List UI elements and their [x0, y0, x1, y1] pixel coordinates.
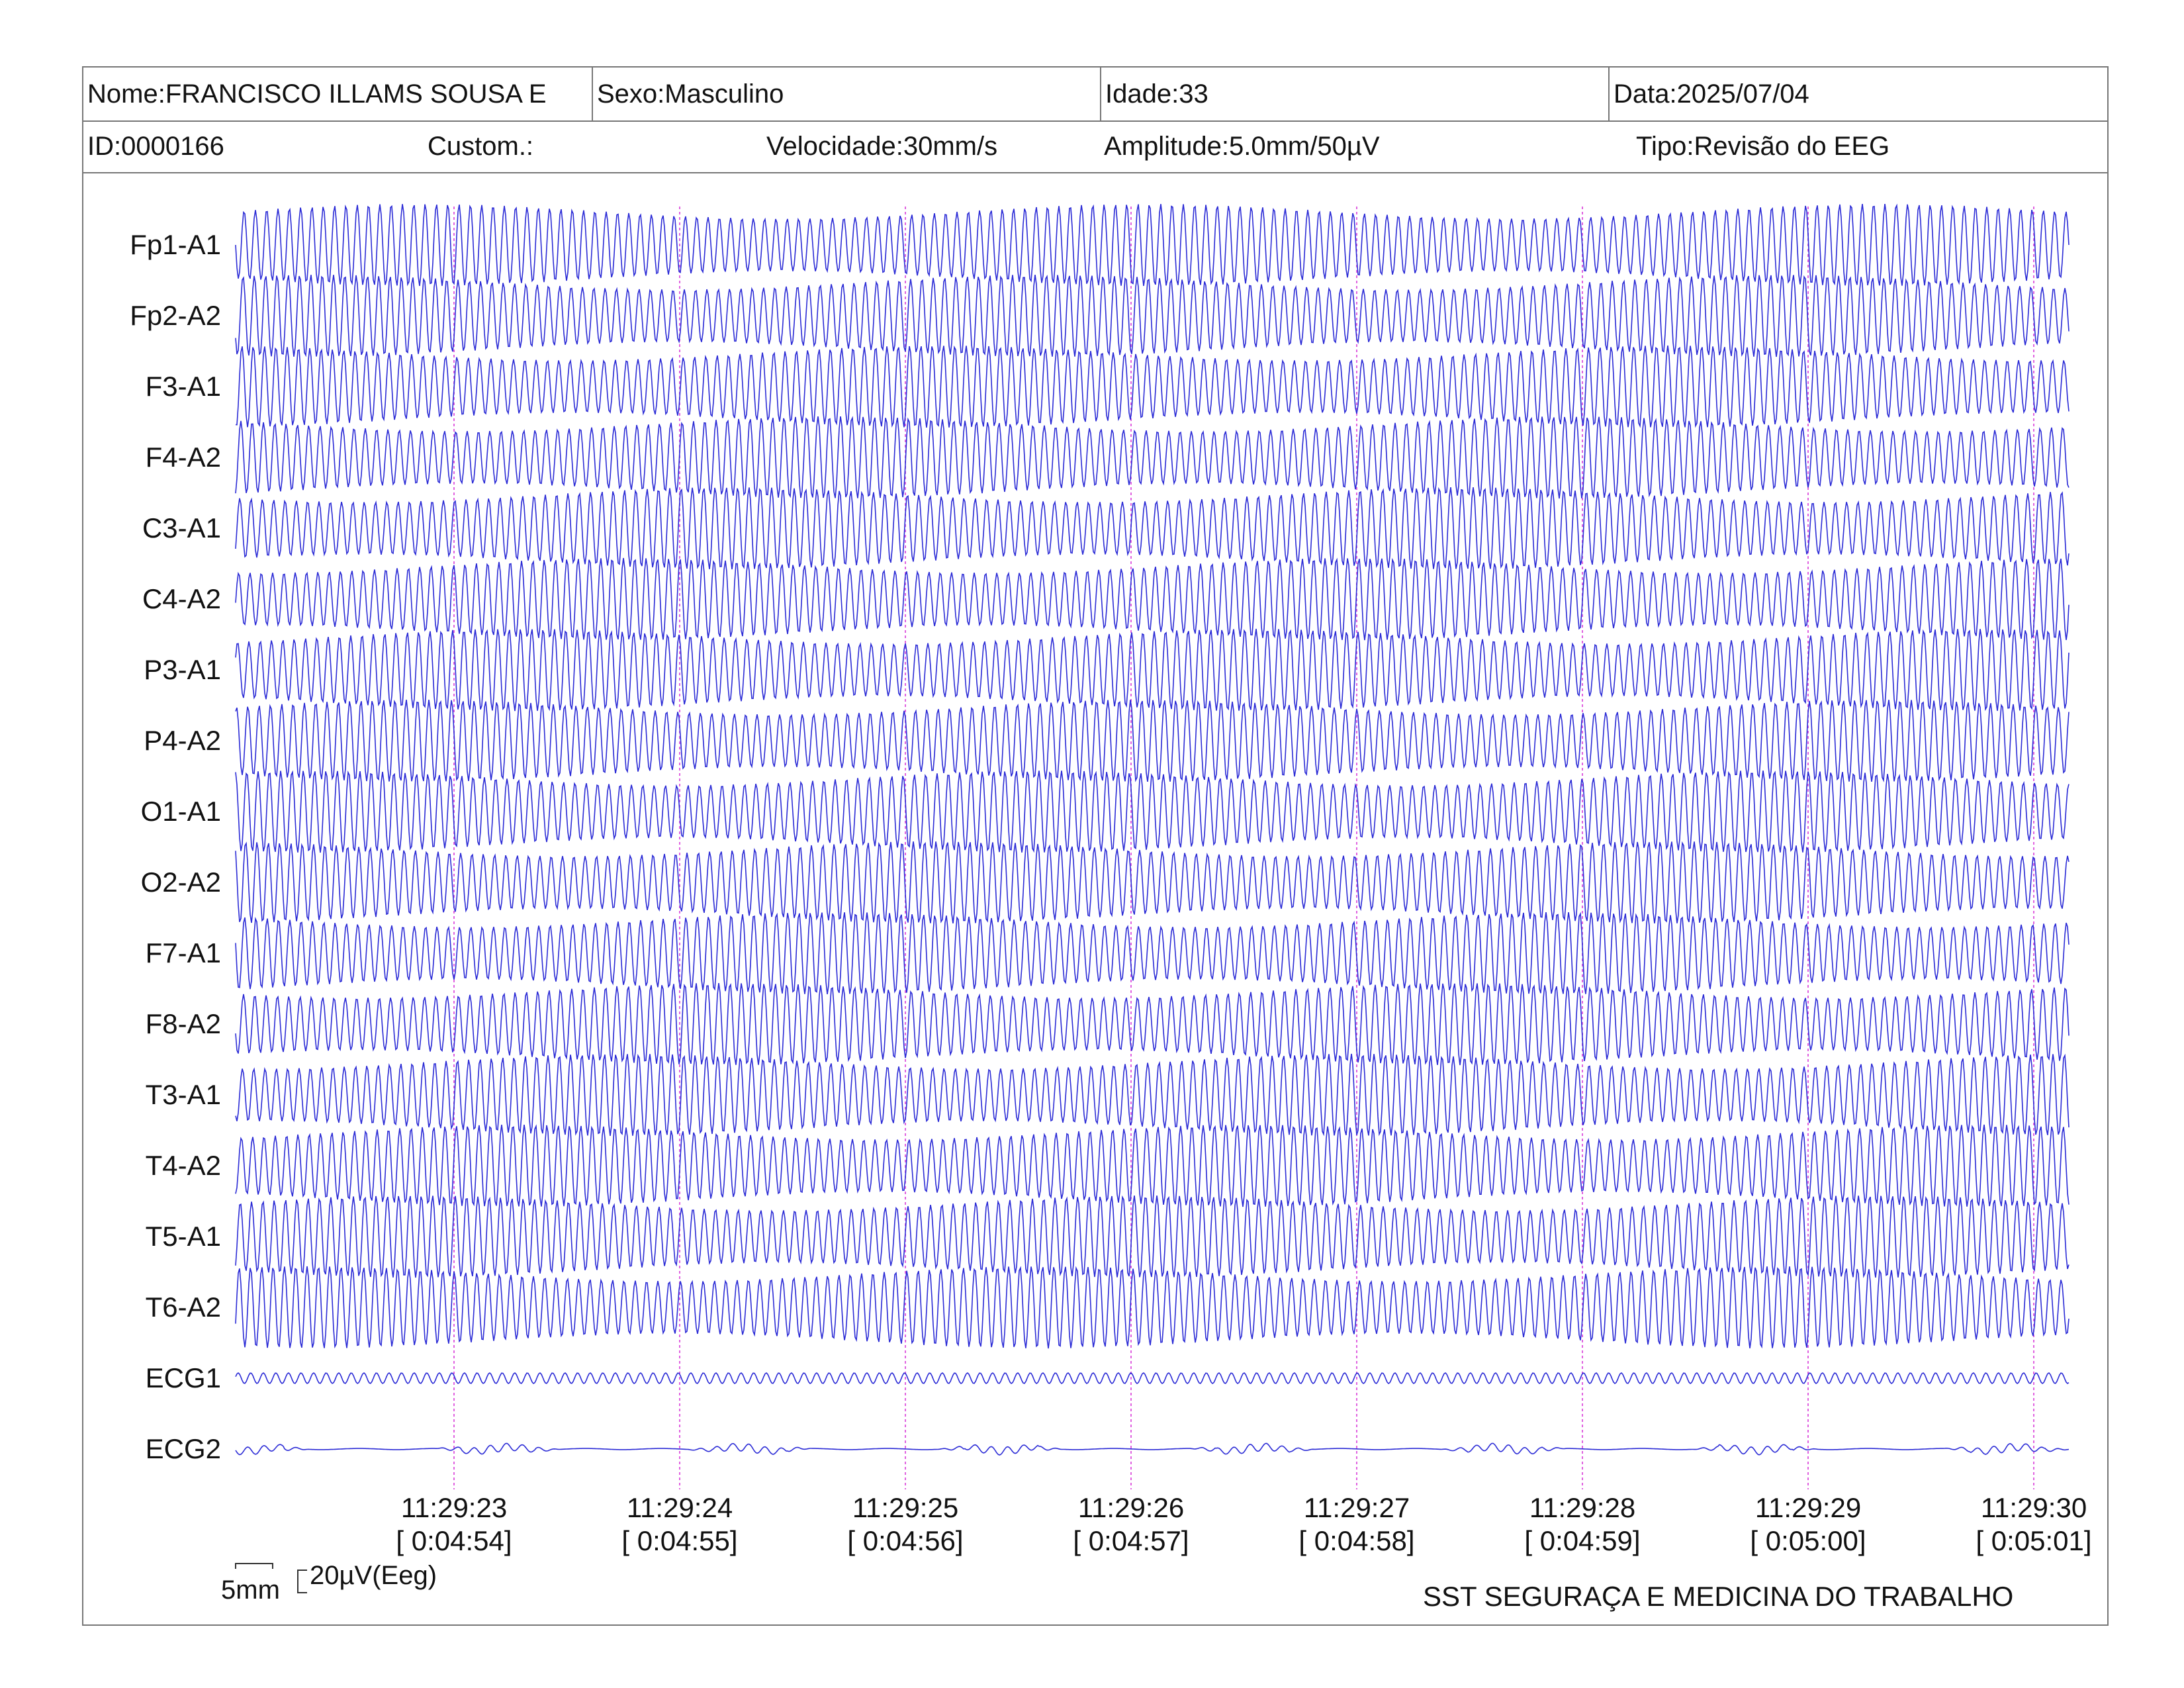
channel-label: O1-A1: [141, 796, 221, 827]
channel-label: C4-A2: [142, 583, 221, 614]
patient-id: ID:0000166: [87, 131, 224, 161]
channel-label: T6-A2: [146, 1291, 221, 1323]
patient-name: Nome:FRANCISCO ILLAMS SOUSA E: [87, 79, 547, 109]
time-labels: 11:29:23[ 0:04:54] 11:29:24[ 0:04:55] 11:2…: [396, 1492, 2091, 1556]
amp-bracket-icon: [297, 1570, 307, 1593]
channel-label: P3-A1: [144, 654, 221, 685]
channel-trace: [235, 912, 2070, 995]
time-clock-label: 11:29:27: [1304, 1492, 1410, 1523]
channel-label: Fp1-A1: [130, 229, 221, 260]
channel-trace: [235, 770, 2070, 853]
report-frame: Nome:FRANCISCO ILLAMS SOUSA E Sexo:Mascu…: [82, 66, 2109, 1626]
channel-trace: [235, 203, 2070, 287]
scale-bracket-icon: [235, 1563, 273, 1569]
channel-label: ECG1: [146, 1362, 221, 1393]
time-clock-label: 11:29:29: [1755, 1492, 1861, 1523]
channel-trace: [235, 628, 2070, 712]
channel-trace: [235, 699, 2070, 782]
amplitude-setting: Amplitude:5.0mm/50µV: [1104, 131, 1380, 161]
channel-label: T4-A2: [146, 1150, 221, 1181]
channel-label: T5-A1: [146, 1221, 221, 1252]
scale-amp-label: 20µV(Eeg): [310, 1561, 437, 1590]
channel-trace: [235, 1195, 2070, 1278]
channel-label: O2-A2: [141, 867, 221, 898]
channel-label: F3-A1: [146, 371, 221, 402]
company-name: SST SEGURAÇA E MEDICINA DO TRABALHO: [1423, 1581, 2014, 1612]
channel-trace: [235, 841, 2070, 924]
time-clock-label: 11:29:23: [401, 1492, 507, 1523]
header-row-1: Nome:FRANCISCO ILLAMS SOUSA E Sexo:Mascu…: [83, 68, 2107, 122]
channel-trace: [235, 487, 2070, 570]
exam-date: Data:2025/07/04: [1608, 68, 2109, 120]
channel-label: F7-A1: [146, 937, 221, 968]
channel-trace: [235, 1053, 2070, 1137]
channel-trace: [235, 1124, 2070, 1207]
time-clock-label: 11:29:30: [1981, 1492, 2087, 1523]
patient-sex: Sexo:Masculino: [592, 68, 1100, 120]
channel-label: P4-A2: [144, 725, 221, 756]
eeg-traces: [235, 203, 2070, 1456]
time-elapsed-label: [ 0:05:00]: [1750, 1525, 1866, 1556]
time-elapsed-label: [ 0:04:56]: [847, 1525, 963, 1556]
time-elapsed-label: [ 0:05:01]: [1976, 1525, 2091, 1556]
time-elapsed-label: [ 0:04:57]: [1073, 1525, 1189, 1556]
custom-field: Custom.:: [428, 131, 534, 161]
channel-trace: [235, 345, 2070, 428]
speed-setting: Velocidade:30mm/s: [766, 131, 998, 161]
review-type: Tipo:Revisão do EEG: [1636, 131, 1890, 161]
channel-trace: [235, 1266, 2070, 1349]
time-elapsed-label: [ 0:04:59]: [1524, 1525, 1640, 1556]
channel-trace: [235, 1442, 2070, 1456]
channel-trace: [235, 416, 2070, 499]
time-clock-label: 11:29:26: [1078, 1492, 1184, 1523]
channel-trace: [235, 1372, 2070, 1385]
patient-age: Idade:33: [1100, 68, 1608, 120]
channel-label: C3-A1: [142, 512, 221, 543]
channel-labels: Fp1-A1 Fp2-A2 F3-A1 F4-A2 C3-A1 C4-A2 P3-A1 P4-…: [130, 229, 221, 1464]
scale-time-label: 5mm: [221, 1575, 280, 1605]
channel-trace: [235, 982, 2070, 1066]
channel-label: Fp2-A2: [130, 300, 221, 331]
time-elapsed-label: [ 0:04:54]: [396, 1525, 512, 1556]
channel-label: F8-A2: [146, 1008, 221, 1039]
channel-trace: [235, 557, 2070, 641]
channel-label: T3-A1: [146, 1079, 221, 1110]
time-clock-label: 11:29:28: [1529, 1492, 1635, 1523]
time-clock-label: 11:29:25: [852, 1492, 958, 1523]
channel-trace: [235, 274, 2070, 357]
header-row-2: ID:0000166 Custom.: Velocidade:30mm/s Am…: [83, 120, 2107, 173]
channel-label: F4-A2: [146, 442, 221, 473]
time-clock-label: 11:29:24: [627, 1492, 733, 1523]
time-elapsed-label: [ 0:04:58]: [1298, 1525, 1414, 1556]
channel-label: ECG2: [146, 1433, 221, 1464]
time-elapsed-label: [ 0:04:55]: [621, 1525, 737, 1556]
